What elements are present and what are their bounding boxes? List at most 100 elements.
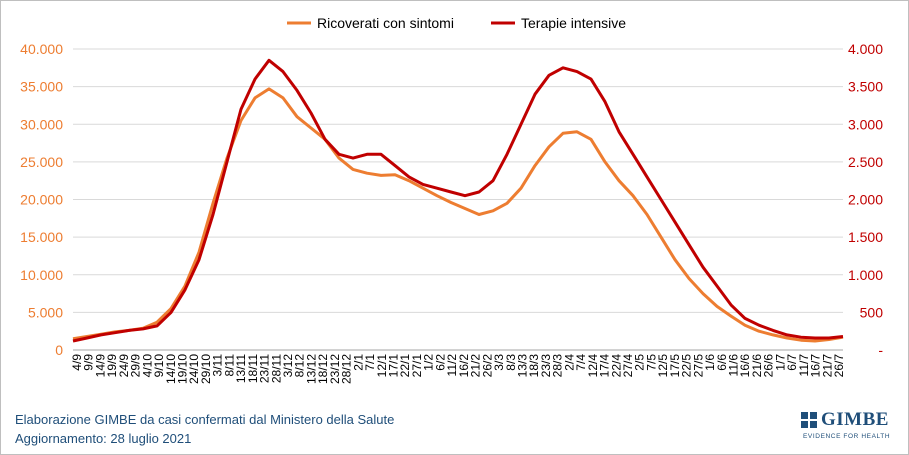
x-tick-label: 2/4 [562,354,576,371]
left-tick-label: 5.000 [28,304,63,320]
x-tick-label: 18/3 [527,354,541,378]
x-tick-label: 9/10 [152,354,166,378]
x-tick-label: 2/1 [351,354,365,371]
x-tick-label: 16/7 [809,354,823,378]
x-tick-label: 2/5 [633,354,647,371]
x-tick-label: 6/6 [715,354,729,371]
x-tick-label: 21/2 [469,354,483,378]
x-tick-label: 29/10 [199,354,213,384]
x-tick-label: 7/1 [363,354,377,371]
right-tick-label: 1.500 [848,229,883,245]
x-tick-label: 24/9 [117,354,131,378]
x-tick-label: 22/1 [398,354,412,378]
x-tick-label: 14/9 [93,354,107,378]
x-tick-label: 23/3 [539,354,553,378]
right-tick-label: 1.000 [848,267,883,283]
legend-label: Terapie intensive [521,15,626,31]
footer-source: Elaborazione GIMBE da casi confermati da… [15,412,395,427]
x-tick-label: 23/11 [258,354,272,383]
x-tick-label: 27/1 [410,354,424,378]
x-tick-label: 11/7 [797,354,811,377]
logo-grid-icon [801,412,817,428]
x-tick-label: 4/10 [140,354,154,378]
right-tick-label: 3.500 [848,79,883,95]
x-tick-label: 16/6 [738,354,752,378]
left-tick-label: 10.000 [20,267,63,283]
x-tick-label: 16/2 [457,354,471,378]
x-tick-label: 11/2 [445,354,459,377]
right-y-axis: - 500 1.000 1.500 2.000 2.500 3.000 3.500 4.000 [848,41,883,358]
x-tick-label: 8/11 [222,354,236,377]
x-axis: 4/99/914/919/924/929/94/109/1014/1019/10… [70,349,846,384]
x-tick-label: 17/1 [387,354,401,378]
x-tick-label: 12/4 [586,354,600,378]
x-tick-label: 21/6 [750,354,764,378]
x-tick-label: 29/9 [129,354,143,378]
x-tick-label: 17/5 [668,354,682,378]
logo-tagline: EVIDENCE FOR HEALTH [803,433,891,440]
x-tick-label: 1/6 [703,354,717,371]
x-tick-label: 26/2 [480,354,494,378]
x-tick-label: 12/1 [375,354,389,378]
grid [73,48,843,351]
x-tick-label: 18/12 [316,354,330,384]
x-tick-label: 27/4 [621,354,635,378]
footer-updated: Aggiornamento: 28 luglio 2021 [15,431,192,446]
x-tick-label: 26/7 [832,354,846,378]
right-tick-label: 2.000 [848,192,883,208]
x-tick-label: 13/3 [515,354,529,378]
x-tick-label: 1/7 [773,354,787,371]
x-tick-label: 22/5 [680,354,694,378]
left-tick-label: 35.000 [20,79,63,95]
legend-label: Ricoverati con sintomi [317,15,454,31]
x-tick-label: 26/6 [762,354,776,378]
right-tick-label: 4.000 [848,41,883,57]
x-tick-label: 21/7 [820,354,834,378]
x-tick-label: 23/12 [328,354,342,384]
x-tick-label: 13/12 [304,354,318,384]
chart-svg: 0 5.000 10.000 15.000 20.000 25.000 30.000 35.0… [20,15,883,384]
x-tick-label: 3/12 [281,354,295,378]
x-tick-label: 28/11 [269,354,283,383]
left-tick-label: 15.000 [20,229,63,245]
x-tick-label: 19/10 [176,354,190,384]
x-tick-label: 3/11 [211,354,225,377]
series-line [72,87,844,343]
left-tick-label: 40.000 [20,41,63,57]
series-line [72,58,844,343]
x-tick-label: 28/3 [551,354,565,378]
x-tick-label: 7/4 [574,354,588,371]
x-tick-label: 19/9 [105,354,119,378]
x-tick-label: 9/9 [82,354,96,371]
right-tick-label: 3.000 [848,116,883,132]
series-group [72,58,844,343]
left-tick-label: 20.000 [20,192,63,208]
x-tick-label: 3/3 [492,354,506,371]
right-tick-label: - [878,342,883,358]
x-tick-label: 6/2 [433,354,447,371]
logo-name: GIMBE [821,409,889,430]
x-tick-label: 28/12 [340,354,354,384]
x-tick-label: 27/5 [691,354,705,378]
right-tick-label: 2.500 [848,154,883,170]
x-tick-label: 22/4 [609,354,623,378]
left-tick-label: 30.000 [20,116,63,132]
left-tick-label: 0 [55,342,63,358]
x-tick-label: 7/5 [644,354,658,371]
x-tick-label: 13/11 [234,354,248,383]
x-tick-label: 4/9 [70,354,84,371]
x-tick-label: 6/7 [785,354,799,371]
x-tick-label: 8/3 [504,354,518,371]
x-tick-label: 17/4 [598,354,612,378]
right-tick-label: 500 [860,304,884,320]
left-y-axis: 0 5.000 10.000 15.000 20.000 25.000 30.000 35.0… [20,41,63,358]
x-tick-label: 1/2 [422,354,436,371]
x-tick-label: 24/10 [187,354,201,384]
x-tick-label: 8/12 [293,354,307,378]
gimbe-logo: GIMBE EVIDENCE FOR HEALTH [801,409,897,445]
left-tick-label: 25.000 [20,154,63,170]
x-tick-label: 11/6 [726,354,740,377]
x-tick-label: 14/10 [164,354,178,384]
x-tick-label: 18/11 [246,354,260,383]
legend: Ricoverati con sintomi Terapie intensive [287,15,626,31]
